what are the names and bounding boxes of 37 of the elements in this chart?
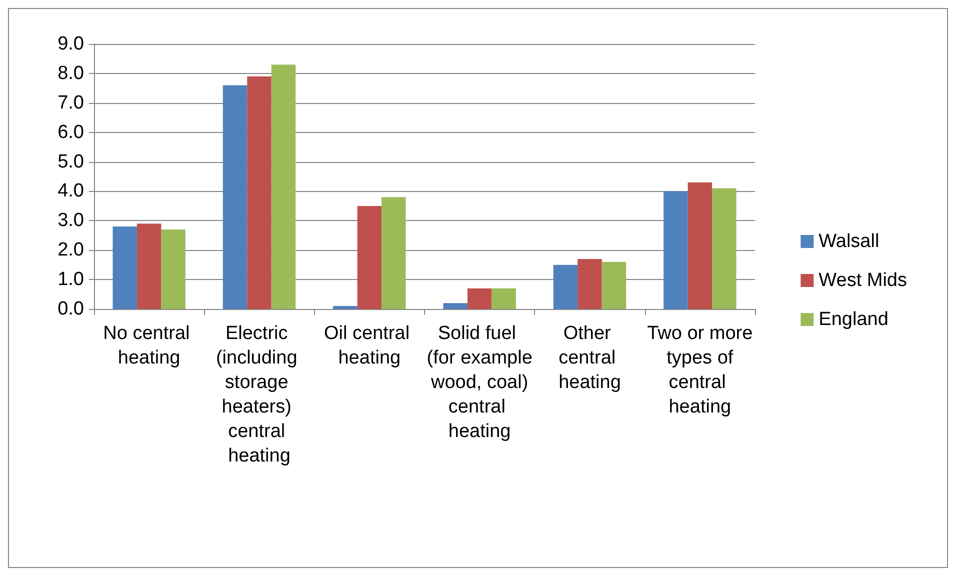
y-tick-label: 9.0 xyxy=(58,34,84,54)
bar xyxy=(467,288,492,309)
y-tick-label: 5.0 xyxy=(58,151,84,172)
bar xyxy=(112,226,137,309)
x-tick-label: No central heating xyxy=(103,322,196,368)
bar xyxy=(247,76,272,309)
y-tick-label: 4.0 xyxy=(58,180,84,202)
legend-label: Walsall xyxy=(818,231,880,252)
bar xyxy=(333,306,358,309)
bar xyxy=(161,230,186,309)
x-tick-label: Solid fuel (for example wood, coal) central heating xyxy=(426,322,534,442)
bar xyxy=(271,64,296,309)
legend-label: West Mids xyxy=(818,270,908,291)
x-tick-label: Electric (including storage heaters) central heating xyxy=(216,322,303,466)
bar xyxy=(443,303,468,309)
bar xyxy=(222,85,248,309)
x-tick-label: Two or more types of central heating xyxy=(647,322,753,418)
y-tick-label: 1.0 xyxy=(58,269,84,290)
y-tick-label: 7.0 xyxy=(58,92,84,114)
bar xyxy=(136,224,162,309)
y-tick-label: 8.0 xyxy=(58,62,84,84)
x-tick-label: Other central heating xyxy=(558,322,621,393)
legend-label: England xyxy=(818,309,888,330)
bar xyxy=(492,288,516,309)
bar xyxy=(382,197,406,309)
bar xyxy=(664,191,688,309)
bar xyxy=(688,182,712,309)
bar xyxy=(578,258,602,309)
bar xyxy=(712,188,736,309)
bar xyxy=(357,206,382,309)
x-tick-label: Oil central heating xyxy=(324,322,415,368)
y-tick-label: 6.0 xyxy=(58,122,84,143)
bar xyxy=(602,262,626,309)
y-tick-label: 0.0 xyxy=(58,298,84,320)
y-tick-label: 2.0 xyxy=(58,240,84,261)
y-tick-label: 3.0 xyxy=(58,210,84,232)
bar xyxy=(553,264,578,309)
